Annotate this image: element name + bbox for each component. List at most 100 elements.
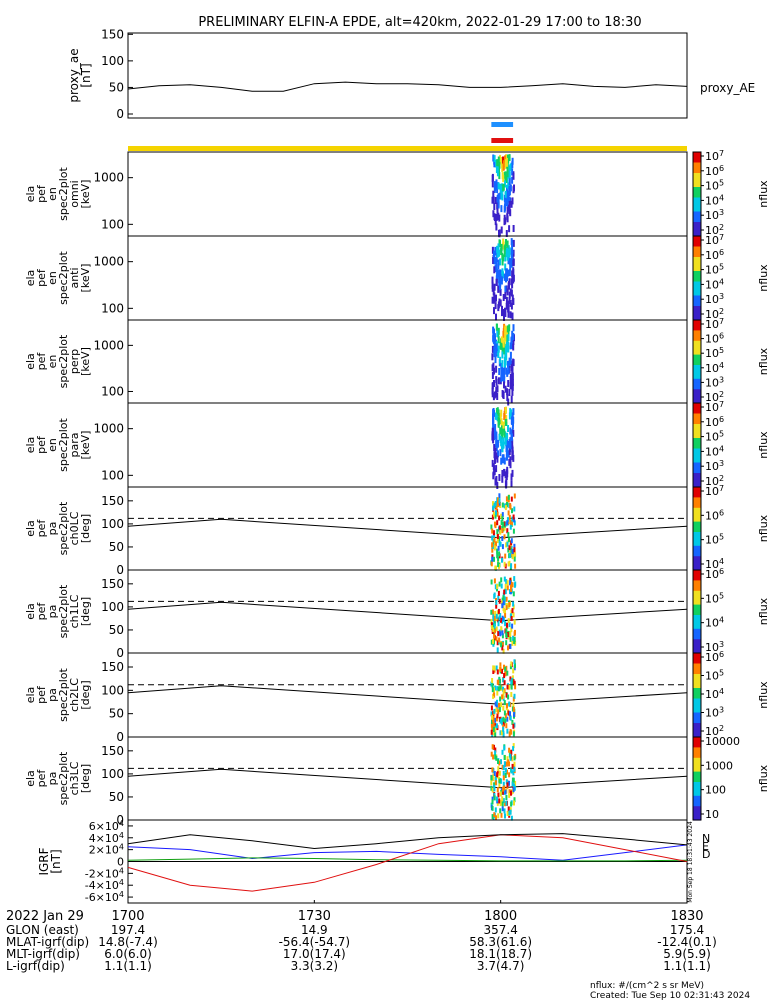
spectrogram-pixel xyxy=(496,393,499,400)
colorbar-segment xyxy=(693,201,701,206)
colorbar-label: nflux xyxy=(757,180,770,208)
spectrogram-pixel xyxy=(510,790,512,796)
spectrogram-pixel xyxy=(501,668,503,674)
spectrogram-pixel xyxy=(508,545,511,551)
spectrogram-pixel xyxy=(506,684,509,690)
spectrogram-pixel xyxy=(502,765,505,770)
colorbar-segment xyxy=(693,771,701,776)
spectrogram-pixel xyxy=(510,238,513,246)
spectrogram-pixel xyxy=(514,552,517,558)
spectrogram-pixel xyxy=(501,618,504,624)
spectrogram-pixel xyxy=(505,453,508,461)
spectrogram-pixel xyxy=(503,761,506,767)
spectrogram-pixel xyxy=(504,613,507,619)
spectrogram-pixel xyxy=(507,450,510,458)
spectrogram-pixel xyxy=(498,413,501,421)
colorbar-segment xyxy=(693,649,701,654)
spectrogram-pixel xyxy=(497,285,500,293)
spectrogram-pixel xyxy=(493,250,495,258)
colorbar-tick-label: 107 xyxy=(705,149,724,163)
spectrogram-pixel xyxy=(500,226,503,234)
spectrogram-pixel xyxy=(491,796,494,802)
spectrogram-pixel xyxy=(498,798,501,804)
spectrogram-pixel xyxy=(498,778,501,784)
spectrogram-pixel xyxy=(502,689,505,695)
spectrogram-pixel xyxy=(510,547,513,553)
spectrogram-pixel xyxy=(494,521,496,527)
spectrogram-ytick-label: 150 xyxy=(101,577,124,591)
spectrogram-pixel xyxy=(498,230,501,238)
spectrogram-ytick-label: 1000 xyxy=(93,255,124,269)
spectrogram-pixel xyxy=(494,701,497,707)
spectrogram-pixel xyxy=(507,547,510,553)
spectrogram-pixel xyxy=(494,256,497,264)
spectrogram-frame xyxy=(127,235,688,321)
colorbar-segment xyxy=(693,597,701,602)
colorbar-tick-label: 107 xyxy=(705,484,724,498)
spectrogram-pixel xyxy=(501,470,504,477)
spectrogram-pixel xyxy=(491,514,494,520)
spectrogram-pixel xyxy=(501,165,504,172)
spectrogram-pixel xyxy=(493,292,496,300)
colorbar-tick-label: 104 xyxy=(705,277,724,291)
spectrogram-ylabel: pef xyxy=(35,352,48,371)
spectrogram-pixel xyxy=(509,209,512,217)
spectrogram-pixel xyxy=(505,596,508,602)
spectrogram-pixel xyxy=(507,304,510,312)
spectrogram-panel-pa_ch2LC: elapefpaspec2plotch2LC[deg]0501001501021… xyxy=(24,650,770,744)
spectrogram-pixel xyxy=(492,665,495,671)
spectrogram-pixel xyxy=(492,638,494,644)
spectrogram-pixel xyxy=(507,710,510,716)
spectrogram-pixel xyxy=(503,755,506,760)
spectrogram-pixel xyxy=(500,243,503,251)
spectrogram-pixel xyxy=(499,696,502,702)
colorbar-segment xyxy=(693,211,701,216)
spectrogram-pixel xyxy=(495,599,498,605)
spectrogram-ylabel: spec2plot xyxy=(57,584,70,638)
spectrogram-panel-en_perp: elapefenspec2plotperp[keV]10010001021031… xyxy=(24,317,770,406)
spectrogram-pixel xyxy=(496,520,499,526)
spectrogram-frame xyxy=(127,569,688,654)
spectrogram-pixel xyxy=(506,728,509,734)
spectrogram-pixel xyxy=(512,514,515,520)
spectrogram-pixel xyxy=(493,328,495,336)
colorbar-tick-label: 106 xyxy=(705,248,724,262)
spectrogram-ylabel: pef xyxy=(35,519,48,538)
spectrogram-pixel xyxy=(500,185,503,193)
spectrogram-pixel xyxy=(508,282,510,290)
colorbar-tick-label: 103 xyxy=(705,292,724,306)
colorbar-segment xyxy=(693,459,701,464)
spectrogram-pixel xyxy=(506,325,509,333)
spectrogram-frame xyxy=(127,402,688,488)
spectrogram-pixel xyxy=(512,770,515,776)
spectrogram-pixel xyxy=(504,418,507,426)
colorbar-segment xyxy=(693,493,701,498)
spectrogram-pixel xyxy=(490,751,493,757)
spectrogram-pixel xyxy=(500,577,503,583)
spectrogram-pixel xyxy=(510,768,513,774)
spectrogram-pixel xyxy=(502,775,505,781)
spectrogram-frame xyxy=(127,652,688,738)
ephemeris-value: 14.9 xyxy=(301,923,328,937)
spectrogram-frame xyxy=(127,151,688,237)
spectrogram-pixel xyxy=(513,543,516,549)
spectrogram-pixel xyxy=(512,359,515,367)
spectrogram-pixel xyxy=(491,714,494,720)
spectrogram-ylabel: ch2LC xyxy=(68,678,81,712)
colorbar-label: nflux xyxy=(757,264,770,292)
spectrogram-pixel xyxy=(513,493,516,499)
spectrogram-pixel xyxy=(494,616,497,621)
spectrogram-pixel xyxy=(501,502,504,508)
spectrogram-pixel xyxy=(512,746,515,752)
spectrogram-pixel xyxy=(495,796,498,802)
spectrogram-pixel xyxy=(492,501,494,507)
colorbar-segment xyxy=(693,326,701,331)
spectrogram-pixel xyxy=(510,337,513,345)
spectrogram-pixel xyxy=(499,436,502,443)
spectrogram-pixel xyxy=(507,310,510,318)
spectrogram-pixel xyxy=(501,720,504,726)
spectrogram-pixel xyxy=(499,718,502,724)
